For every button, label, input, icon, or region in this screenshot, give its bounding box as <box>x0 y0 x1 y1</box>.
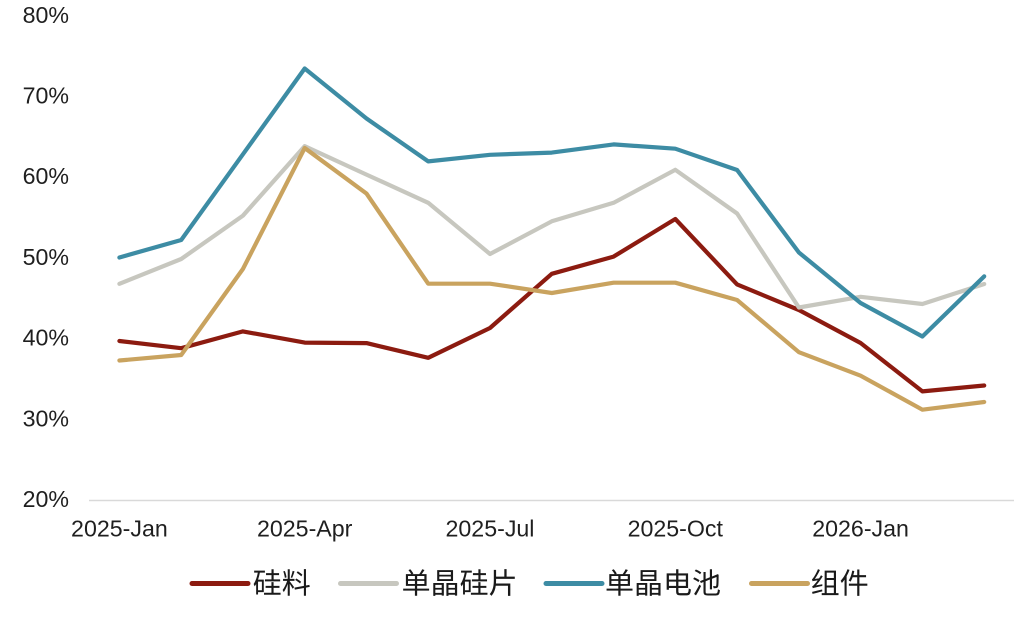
svg-text:40%: 40% <box>23 325 69 351</box>
svg-text:2025-Oct: 2025-Oct <box>628 516 724 542</box>
svg-text:60%: 60% <box>23 163 69 189</box>
svg-text:70%: 70% <box>23 83 69 109</box>
svg-text:2026-Jan: 2026-Jan <box>812 516 909 542</box>
svg-text:2025-Apr: 2025-Apr <box>257 516 353 542</box>
svg-text:20%: 20% <box>23 486 69 512</box>
svg-text:80%: 80% <box>23 2 69 28</box>
svg-text:30%: 30% <box>23 405 69 431</box>
svg-text:50%: 50% <box>23 244 69 270</box>
svg-text:2025-Jul: 2025-Jul <box>446 516 535 542</box>
svg-text:2025-Jan: 2025-Jan <box>71 516 168 542</box>
